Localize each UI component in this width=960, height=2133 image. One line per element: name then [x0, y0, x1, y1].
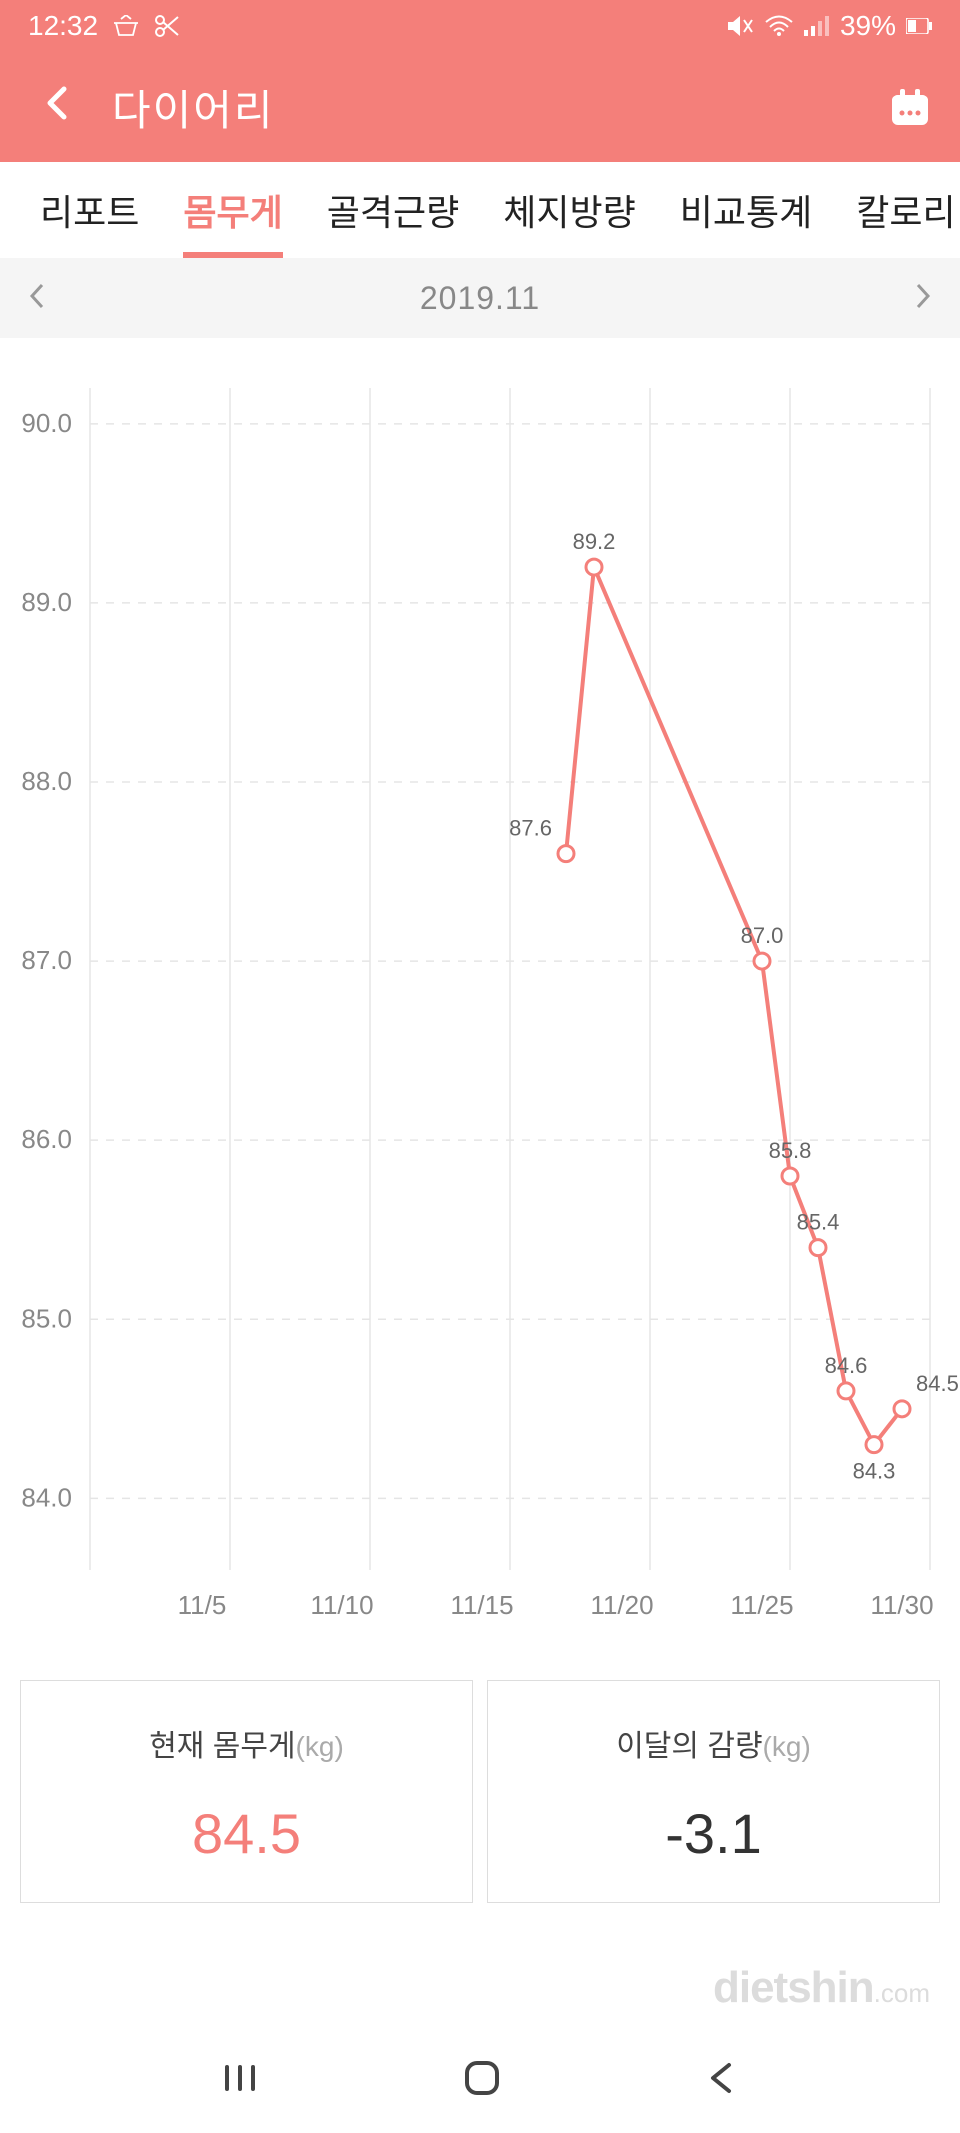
battery-icon	[906, 18, 932, 34]
status-time: 12:32	[28, 10, 98, 42]
svg-text:84.0: 84.0	[21, 1482, 72, 1512]
back-button[interactable]	[44, 83, 68, 131]
basket-icon	[112, 15, 140, 37]
status-left: 12:32	[28, 10, 180, 42]
svg-text:11/30: 11/30	[870, 1590, 933, 1620]
date-prev-button[interactable]	[28, 276, 46, 321]
summary-row: 현재 몸무게(kg) 84.5 이달의 감량(kg) -3.1	[0, 1662, 960, 1903]
signal-icon	[804, 16, 830, 36]
current-weight-value: 84.5	[21, 1801, 472, 1866]
svg-text:11/5: 11/5	[178, 1590, 227, 1620]
back-nav-button[interactable]	[707, 2061, 737, 2095]
svg-text:84.3: 84.3	[853, 1459, 896, 1484]
tab-item[interactable]: 골격근량	[305, 162, 481, 258]
svg-text:88.0: 88.0	[21, 766, 72, 796]
svg-text:85.8: 85.8	[769, 1138, 812, 1163]
mute-icon	[726, 14, 754, 38]
date-label: 2019.11	[420, 280, 540, 317]
scissors-icon	[154, 13, 180, 39]
svg-text:87.0: 87.0	[21, 945, 72, 975]
svg-text:89.0: 89.0	[21, 587, 72, 617]
wifi-icon	[764, 15, 794, 37]
status-right: 39%	[726, 10, 932, 42]
tabs: 리포트몸무게골격근량체지방량비교통계칼로리	[0, 162, 960, 258]
date-next-button[interactable]	[914, 276, 932, 321]
android-nav	[0, 2023, 960, 2133]
svg-text:85.4: 85.4	[797, 1210, 840, 1235]
month-loss-card: 이달의 감량(kg) -3.1	[487, 1680, 940, 1903]
svg-text:84.5: 84.5	[916, 1371, 959, 1396]
tab-item[interactable]: 비교통계	[658, 162, 834, 258]
chart-canvas: 84.0 85.0 86.0 87.0 88.0 89.0 90.0 11/5 11/10 11/…	[0, 338, 960, 1662]
app-title: 다이어리	[112, 77, 888, 138]
svg-text:89.2: 89.2	[573, 529, 616, 554]
current-weight-card: 현재 몸무게(kg) 84.5	[20, 1680, 473, 1903]
watermark: dietshin.com	[713, 1963, 930, 2013]
tab-item[interactable]: 리포트	[18, 162, 161, 258]
svg-text:84.6: 84.6	[825, 1353, 868, 1378]
calendar-icon[interactable]	[888, 85, 932, 129]
tab-item[interactable]: 몸무게	[161, 162, 304, 258]
month-loss-value: -3.1	[488, 1801, 939, 1866]
date-bar: 2019.11	[0, 258, 960, 338]
month-loss-label: 이달의 감량(kg)	[488, 1721, 939, 1765]
current-weight-label: 현재 몸무게(kg)	[21, 1721, 472, 1765]
tab-item[interactable]: 체지방량	[481, 162, 657, 258]
app-header: 다이어리	[0, 52, 960, 162]
svg-text:90.0: 90.0	[21, 408, 72, 438]
svg-text:11/15: 11/15	[450, 1590, 513, 1620]
svg-text:86.0: 86.0	[21, 1124, 72, 1154]
svg-text:87.0: 87.0	[741, 923, 784, 948]
battery-text: 39%	[840, 10, 896, 42]
home-button[interactable]	[463, 2059, 501, 2097]
status-bar: 12:32 39%	[0, 0, 960, 52]
tab-item[interactable]: 칼로리	[834, 162, 960, 258]
weight-chart: 84.0 85.0 86.0 87.0 88.0 89.0 90.0 11/5 11/10 11/…	[0, 338, 960, 1662]
svg-text:11/10: 11/10	[310, 1590, 373, 1620]
svg-text:87.6: 87.6	[509, 816, 552, 841]
svg-text:85.0: 85.0	[21, 1303, 72, 1333]
recent-apps-button[interactable]	[223, 2061, 257, 2095]
svg-text:11/20: 11/20	[590, 1590, 653, 1620]
svg-text:11/25: 11/25	[730, 1590, 793, 1620]
